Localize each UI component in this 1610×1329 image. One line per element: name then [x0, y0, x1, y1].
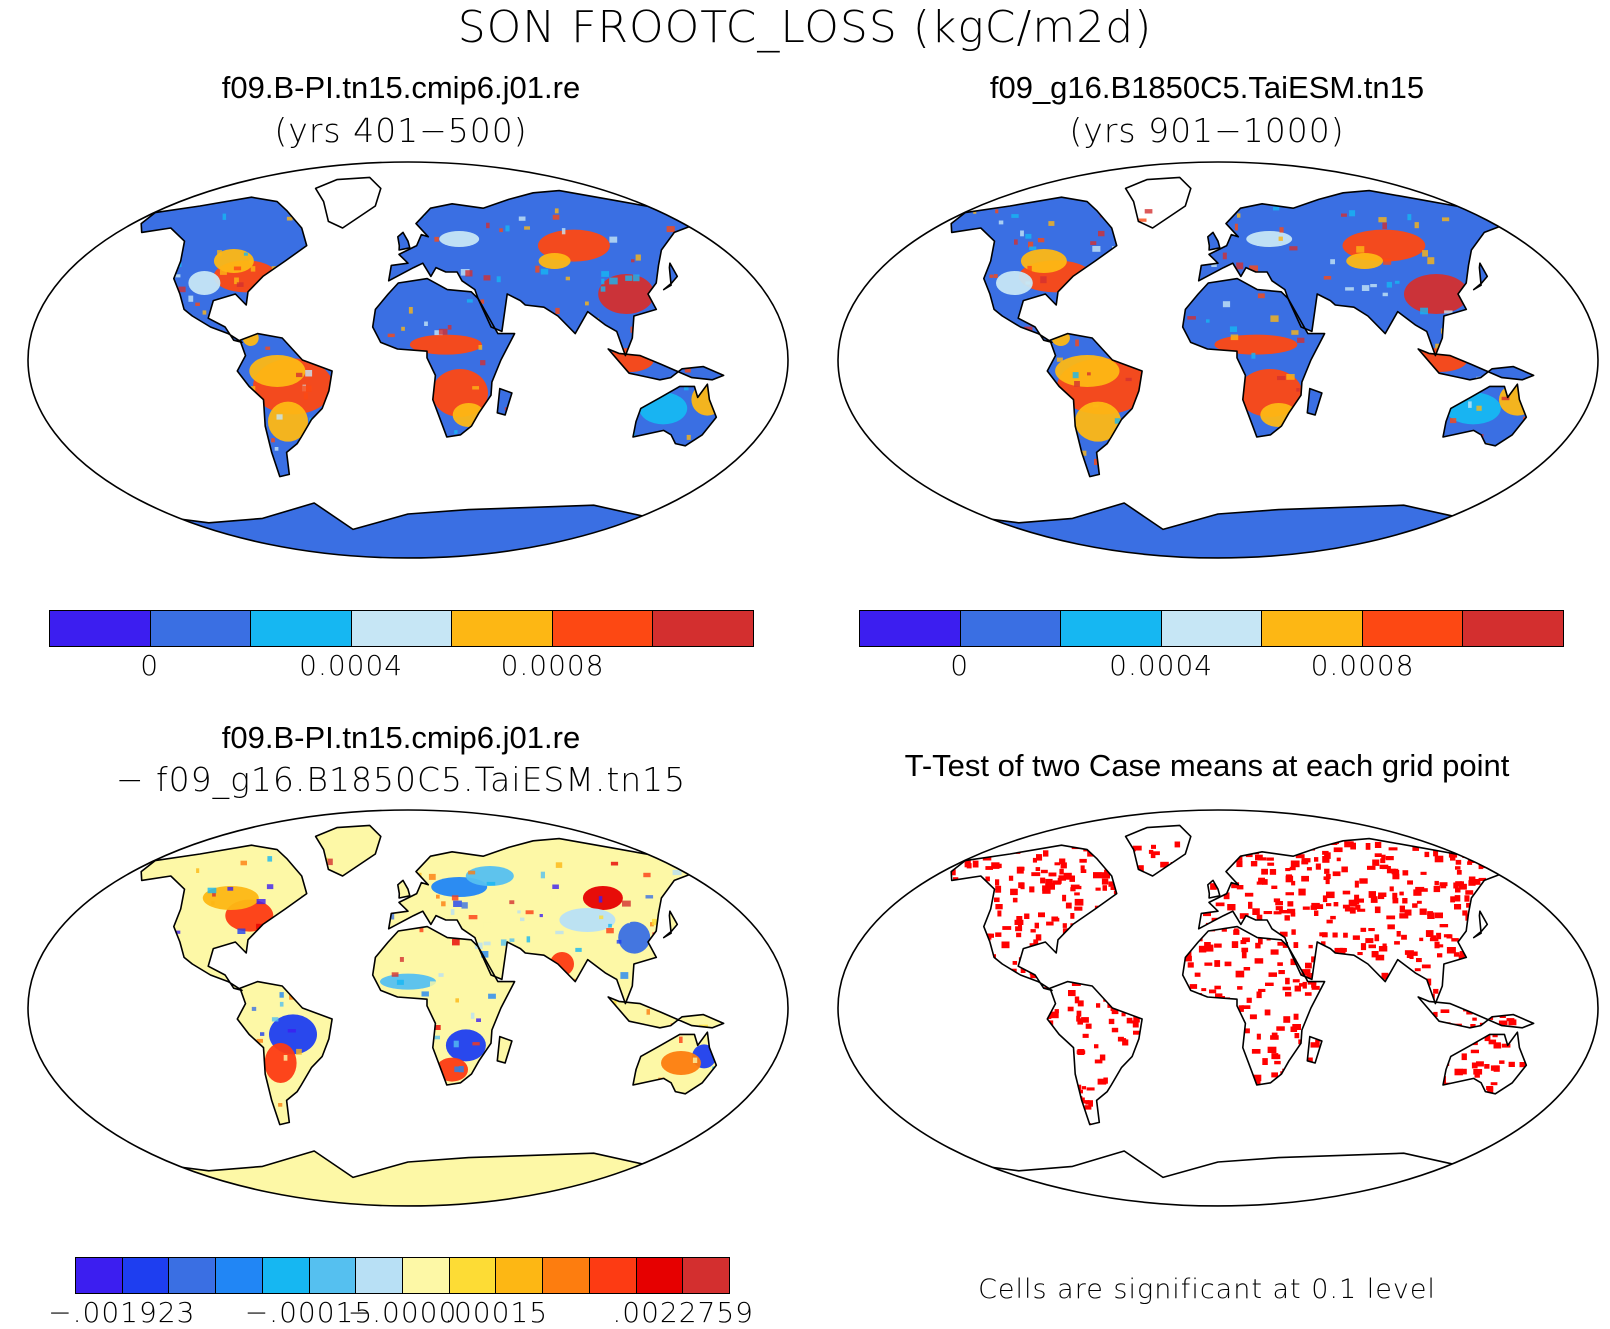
colorbar-swatch — [552, 611, 654, 646]
colorbar-tick-label: .00015 — [444, 1296, 549, 1329]
land-madagascar — [497, 1036, 512, 1063]
panel-1-title: f09.B-PI.tn15.cmip6.j01.re — [221, 70, 581, 105]
colorbar-swatch — [169, 1258, 217, 1293]
colorbar-tick-label: 0 — [950, 649, 970, 682]
colorbar-swatch — [122, 1258, 170, 1293]
colorbar-tick-label: 0 — [140, 649, 160, 682]
land-antarctica — [950, 503, 1480, 558]
land-greenland — [315, 177, 381, 228]
land-indonesia — [1418, 997, 1534, 1028]
significance-note: Cells are significant at 0.1 level — [978, 1274, 1436, 1305]
land-uk — [1207, 232, 1220, 250]
land-southAmerica — [1047, 981, 1143, 1125]
map-border — [837, 161, 1599, 559]
land-northAmerica — [141, 845, 307, 991]
land-uk — [397, 880, 410, 898]
colorbar-swatch — [452, 611, 553, 646]
colorbar-swatch — [1161, 611, 1263, 646]
colorbar-swatch — [1262, 611, 1363, 646]
colorbar-swatch — [76, 1258, 123, 1293]
land-greenland — [1125, 825, 1191, 876]
land-eurasia — [1198, 838, 1508, 1004]
colorbar-tick-label: −.00015 — [244, 1296, 374, 1329]
land-antarctica — [140, 503, 670, 558]
map-border — [27, 809, 789, 1207]
colorbar-swatch — [543, 1258, 590, 1293]
colorbar-swatch — [683, 1258, 730, 1293]
colorbar-swatch — [216, 1258, 263, 1293]
panel-2-title: f09_g16.B1850C5.TaiESM.tn15 — [989, 70, 1425, 105]
colorbar-swatch — [860, 611, 961, 646]
colorbar-swatch — [636, 1258, 684, 1293]
colorbar-tick-label: 0.0004 — [1109, 649, 1214, 682]
colorbar-swatch — [403, 1258, 450, 1293]
colorbar-tick-label: 0.0004 — [299, 649, 404, 682]
colorbar-swatch — [262, 1258, 310, 1293]
panel-2-subtitle: (yrs 901−1000) — [1069, 111, 1345, 150]
colorbar-tick-label: −.0000 — [347, 1296, 458, 1329]
map-border — [837, 809, 1599, 1207]
land-madagascar — [1307, 388, 1322, 415]
colorbar-swatch — [50, 611, 151, 646]
land-northAmerica — [951, 845, 1117, 991]
panel-3-subtitle: − f09_g16.B1850C5.TaiESM.tn15 — [115, 760, 687, 799]
panel-1-subtitle: (yrs 401−500) — [274, 111, 528, 150]
panel-2-map — [837, 161, 1599, 559]
colorbar-swatch — [150, 611, 252, 646]
colorbar-swatch — [1061, 611, 1162, 646]
colorbar-swatch — [1362, 611, 1464, 646]
colorbar-swatch — [309, 1258, 357, 1293]
colorbar-tick-label: .0022759 — [612, 1296, 755, 1329]
colorbar-tick-label: −.001923 — [48, 1296, 196, 1329]
colorbar-tick-label: 0.0008 — [500, 649, 605, 682]
land-greenland — [1125, 177, 1191, 228]
colorbar-swatch — [356, 1258, 404, 1293]
map-border — [27, 161, 789, 559]
panel-4-map — [837, 809, 1599, 1207]
colorbar-swatch — [251, 611, 352, 646]
colorbar-tick-label: 0.0008 — [1310, 649, 1415, 682]
colorbar-swatch — [351, 611, 453, 646]
colorbar-swatch — [960, 611, 1062, 646]
colorbar-swatch — [1463, 611, 1564, 646]
land-antarctica — [950, 1151, 1480, 1206]
panel-1-colorbar — [49, 610, 754, 647]
land-madagascar — [497, 388, 512, 415]
panel-2-colorbar — [859, 610, 1564, 647]
land-indonesia — [608, 997, 724, 1028]
colorbar-swatch — [589, 1258, 637, 1293]
panel-3-colorbar — [75, 1257, 730, 1294]
colorbar-swatch — [496, 1258, 544, 1293]
panel-3-title: f09.B-PI.tn15.cmip6.j01.re — [221, 720, 581, 755]
panel-4-title: T-Test of two Case means at each grid po… — [904, 748, 1510, 783]
land-uk — [397, 232, 410, 250]
panel-1-map — [27, 161, 789, 559]
panel-3-map — [27, 809, 789, 1207]
figure-title: SON FROOTC_LOSS (kgC/m2d) — [457, 2, 1153, 53]
colorbar-swatch — [653, 611, 754, 646]
colorbar-swatch — [449, 1258, 497, 1293]
land-antarctica — [140, 1151, 670, 1206]
